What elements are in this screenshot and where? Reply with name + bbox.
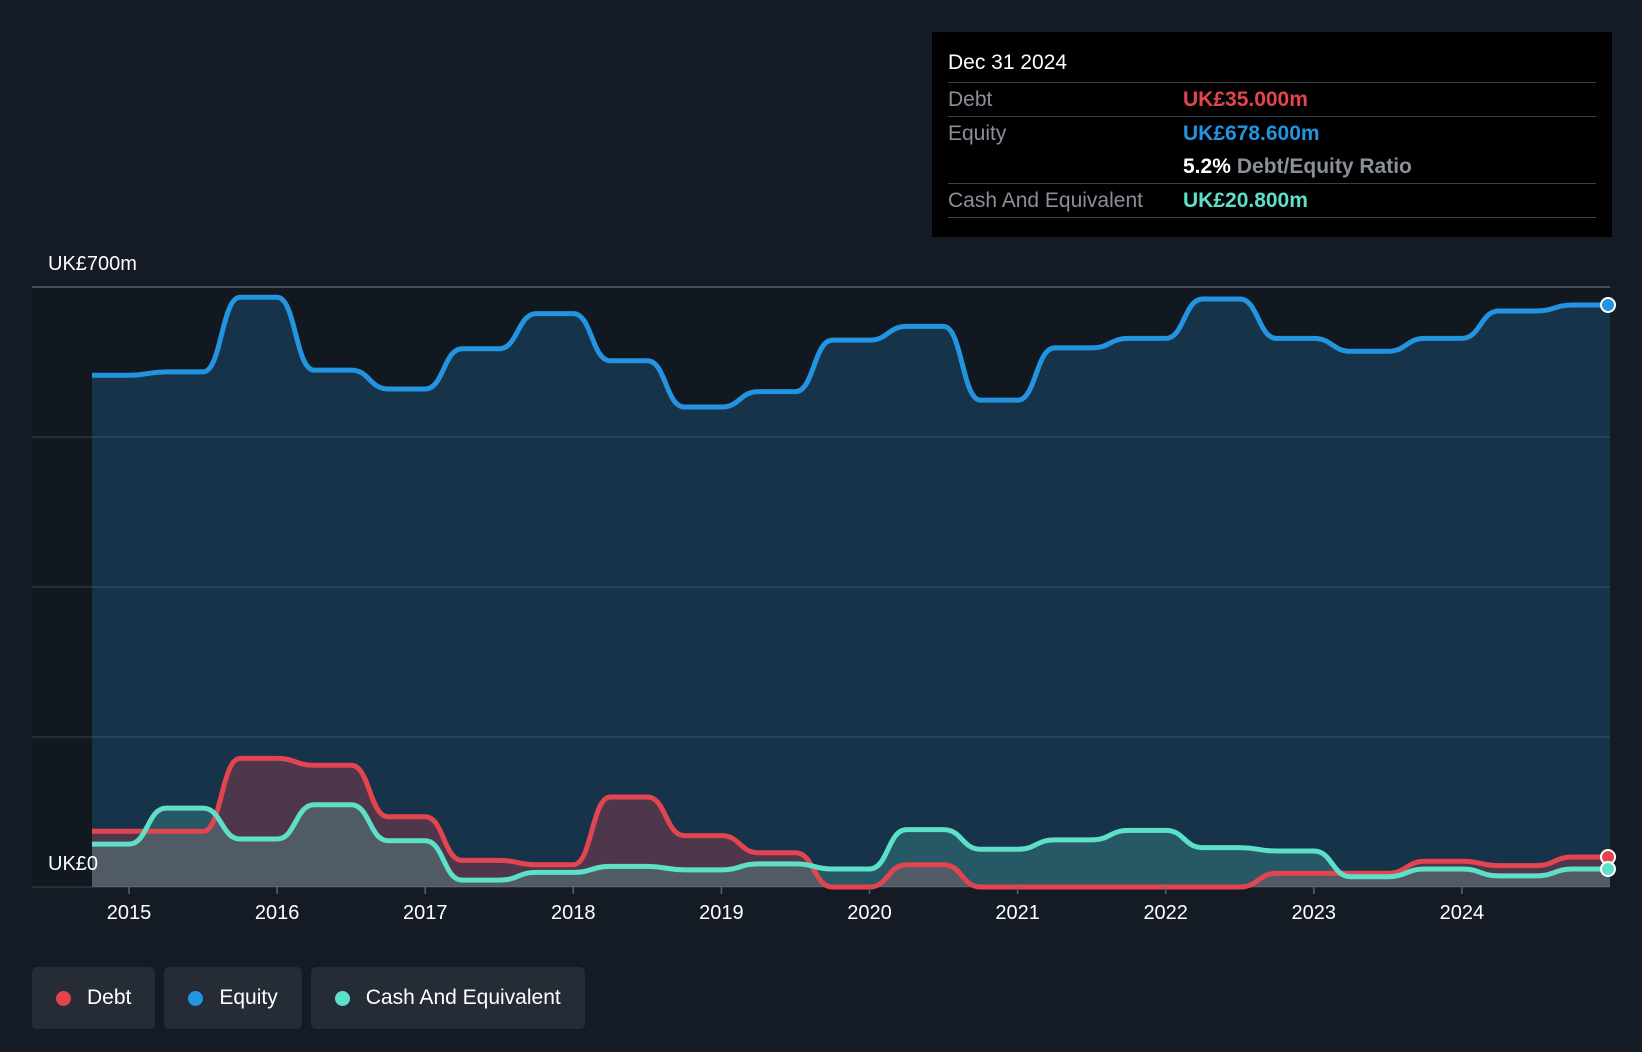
debt-area (91, 758, 1610, 887)
marker-layer (1600, 297, 1616, 877)
cash-dot-icon (334, 990, 350, 1006)
tooltip-equity-row: Equity UK£678.600m (948, 117, 1596, 150)
x-tick-label: 2022 (1143, 902, 1188, 924)
x-tick-label: 2021 (995, 902, 1040, 924)
equity-area (91, 297, 1610, 887)
x-tick-label: 2016 (255, 902, 300, 924)
legend: Debt Equity Cash And Equivalent (32, 967, 585, 1029)
x-tick-label: 2015 (107, 902, 152, 924)
x-tick-label: 2019 (699, 902, 744, 924)
tooltip-ratio-row: 5.2% Debt/Equity Ratio (948, 150, 1596, 184)
tooltip-cash-row: Cash And Equivalent UK£20.800m (948, 184, 1596, 218)
tooltip-debt-row: Debt UK£35.000m (948, 83, 1596, 117)
tooltip-debt-label: Debt (948, 88, 993, 111)
tooltip-ratio-label: Debt/Equity Ratio (1236, 155, 1412, 178)
cash-and-equivalent-area (91, 804, 1610, 887)
tooltip-cash-label: Cash And Equivalent (948, 189, 1143, 212)
x-axis-ticks: 2015 2016 2017 2018 2019 2020 2021 2022 2023 2024 (107, 887, 1484, 924)
debt-dot-icon (56, 990, 71, 1006)
x-tick-label: 2020 (847, 902, 892, 924)
tooltip-date: Dec 31 2024 (948, 46, 1596, 83)
tooltip-equity-value: UK£678.600m (1183, 122, 1320, 145)
tooltip-equity-label: Equity (948, 122, 1007, 145)
x-tick-label: 2017 (403, 902, 448, 924)
equity-end-marker (1600, 297, 1616, 313)
equity-dot-icon (188, 990, 204, 1006)
y-axis-bottom-label: UK£0 (48, 853, 98, 875)
x-tick-label: 2023 (1292, 902, 1337, 924)
legend-item-cash[interactable]: Cash And Equivalent (310, 967, 585, 1029)
y-axis-top-label: UK£700m (48, 253, 137, 275)
x-tick-label: 2024 (1440, 902, 1485, 924)
x-tick-label: 2018 (551, 902, 596, 924)
legend-item-equity[interactable]: Equity (164, 967, 302, 1029)
legend-cash-label: Cash And Equivalent (365, 986, 561, 1009)
legend-item-debt[interactable]: Debt (32, 967, 156, 1029)
tooltip-debt-value: UK£35.000m (1183, 88, 1308, 111)
tooltip: Dec 31 2024 Debt UK£35.000m Equity UK£67… (932, 32, 1612, 237)
line-layer (91, 294, 1610, 890)
cash-and-equivalent-end-marker (1600, 861, 1616, 877)
legend-debt-label: Debt (87, 986, 132, 1009)
debt-line (91, 755, 1610, 890)
area-layer (91, 297, 1610, 887)
tooltip-ratio-value: 5.2% (1183, 155, 1231, 178)
grid-layer (32, 286, 1610, 888)
tooltip-cash-value: UK£20.800m (1183, 189, 1308, 212)
cash-and-equivalent-line (91, 802, 1610, 883)
legend-equity-label: Equity (219, 986, 278, 1009)
equity-line (91, 294, 1610, 410)
